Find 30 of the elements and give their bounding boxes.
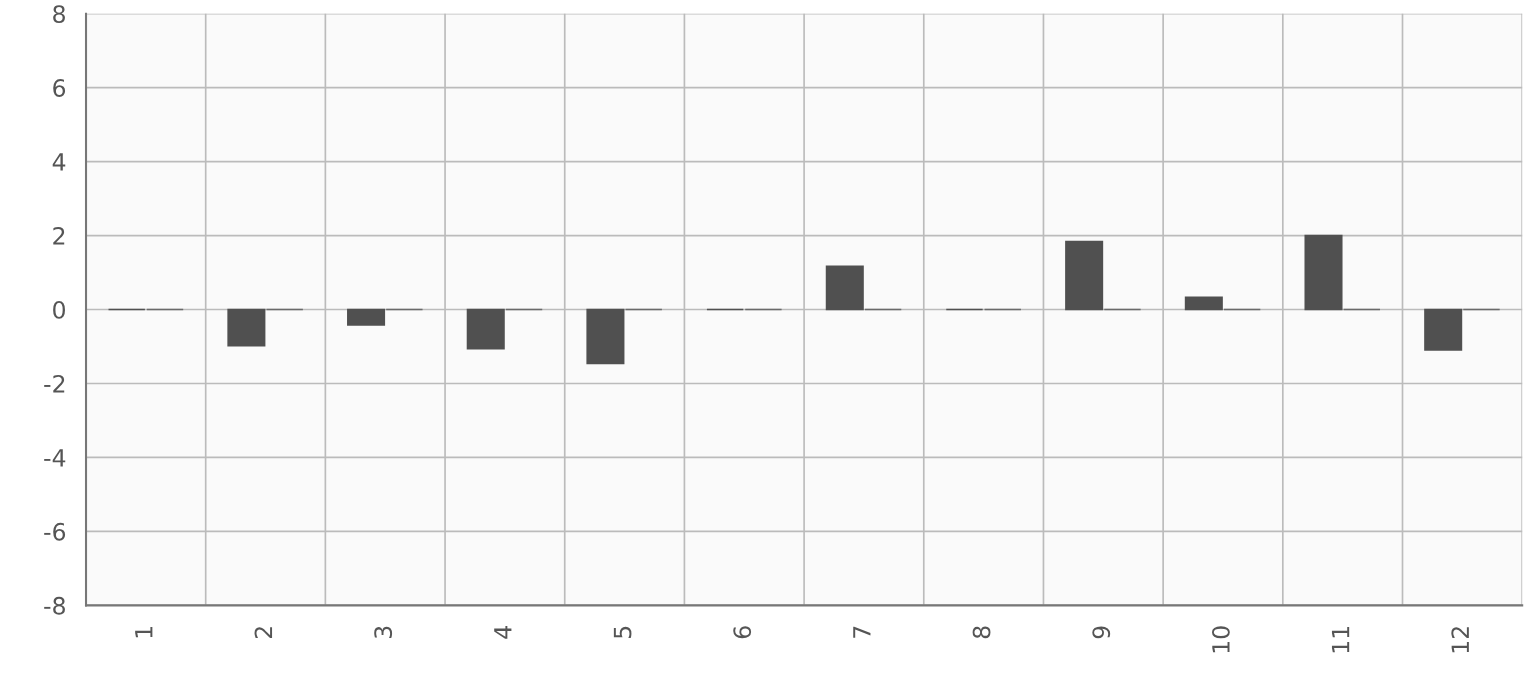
bar: [1065, 240, 1104, 311]
y-tick-label: -2: [44, 374, 65, 393]
y-tick-label: -8: [44, 596, 65, 615]
x-tick-label: 7: [853, 626, 871, 638]
x-tick-label: 10: [1211, 626, 1230, 653]
x-tick-label: 4: [494, 626, 512, 639]
y-tick-label: 0: [53, 300, 65, 319]
bar: [586, 308, 625, 365]
bar: [825, 265, 864, 311]
x-tick-label: 2: [254, 627, 273, 639]
bar: [347, 308, 386, 326]
x-tick-label: 9: [1092, 626, 1111, 639]
x-tick-label: 11: [1331, 626, 1350, 653]
x-tick-label: 6: [733, 626, 752, 639]
y-tick-label: 6: [53, 79, 66, 97]
bar: [227, 308, 266, 347]
x-tick-label: 1: [135, 626, 153, 638]
y-tick-label: 8: [53, 5, 65, 23]
bar: [1184, 296, 1223, 311]
x-tick-label: 8: [972, 626, 991, 639]
y-tick-label: -6: [44, 522, 66, 541]
y-tick-label: 2: [53, 227, 65, 245]
bar: [1424, 308, 1463, 351]
bar: [466, 308, 505, 350]
bar: [1304, 234, 1343, 311]
x-tick-label: 12: [1451, 627, 1469, 653]
x-tick-label: 3: [374, 626, 393, 639]
y-tick-label: 4: [52, 153, 66, 171]
x-tick-label: 5: [613, 626, 632, 638]
y-tick-label: -4: [44, 449, 66, 467]
